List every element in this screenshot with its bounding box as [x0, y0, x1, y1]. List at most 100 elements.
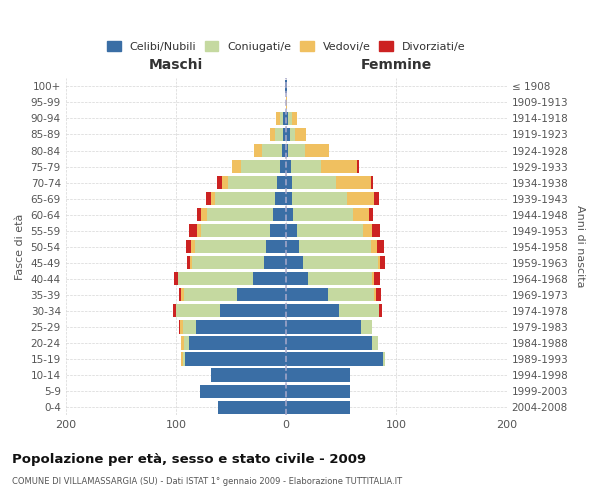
Bar — [194, 240, 266, 254]
Bar — [286, 304, 339, 318]
Bar — [217, 176, 222, 189]
Bar — [383, 352, 385, 366]
Bar — [328, 288, 374, 302]
Bar — [218, 400, 286, 413]
Bar — [276, 112, 280, 125]
Y-axis label: Anni di nascita: Anni di nascita — [575, 206, 585, 288]
Bar — [308, 272, 372, 285]
Bar — [305, 144, 329, 157]
Bar — [222, 176, 228, 189]
Bar — [269, 128, 275, 141]
Bar — [283, 128, 286, 141]
Bar — [353, 208, 369, 221]
Bar — [197, 224, 201, 237]
Bar — [232, 160, 241, 173]
Text: Femmine: Femmine — [361, 58, 432, 72]
Bar — [181, 320, 182, 334]
Bar — [254, 144, 262, 157]
Bar — [374, 288, 376, 302]
Bar — [286, 320, 361, 334]
Bar — [211, 368, 286, 382]
Bar — [184, 288, 236, 302]
Bar — [289, 112, 292, 125]
Bar — [347, 192, 374, 205]
Bar — [181, 336, 184, 349]
Bar — [361, 320, 372, 334]
Bar — [211, 192, 215, 205]
Bar — [201, 224, 269, 237]
Bar — [371, 176, 373, 189]
Bar — [286, 144, 289, 157]
Bar — [379, 304, 382, 318]
Bar — [282, 144, 286, 157]
Y-axis label: Fasce di età: Fasce di età — [15, 214, 25, 280]
Bar — [179, 320, 181, 334]
Bar — [286, 336, 372, 349]
Bar — [286, 176, 292, 189]
Bar — [187, 256, 190, 270]
Bar — [236, 288, 286, 302]
Bar — [292, 112, 297, 125]
Bar — [184, 336, 189, 349]
Bar — [364, 224, 372, 237]
Bar — [377, 240, 385, 254]
Bar — [207, 208, 273, 221]
Bar — [185, 352, 286, 366]
Bar — [371, 240, 377, 254]
Bar — [182, 320, 196, 334]
Bar — [241, 160, 280, 173]
Bar — [286, 352, 383, 366]
Bar — [280, 160, 286, 173]
Bar — [292, 176, 336, 189]
Bar — [264, 256, 286, 270]
Bar — [201, 208, 207, 221]
Bar — [285, 80, 286, 93]
Bar — [303, 256, 378, 270]
Bar — [283, 112, 286, 125]
Text: Maschi: Maschi — [149, 58, 203, 72]
Bar — [339, 304, 379, 318]
Bar — [200, 384, 286, 398]
Bar — [286, 128, 290, 141]
Bar — [289, 144, 305, 157]
Bar — [286, 112, 289, 125]
Bar — [262, 144, 282, 157]
Bar — [220, 304, 286, 318]
Bar — [286, 96, 287, 109]
Bar — [374, 192, 379, 205]
Bar — [286, 224, 297, 237]
Bar — [357, 160, 359, 173]
Bar — [380, 256, 385, 270]
Bar — [178, 272, 253, 285]
Bar — [286, 80, 287, 93]
Bar — [215, 192, 275, 205]
Bar — [190, 256, 193, 270]
Bar — [322, 160, 357, 173]
Text: Popolazione per età, sesso e stato civile - 2009: Popolazione per età, sesso e stato civil… — [12, 452, 366, 466]
Bar — [182, 352, 185, 366]
Bar — [253, 272, 286, 285]
Bar — [275, 192, 286, 205]
Bar — [286, 288, 328, 302]
Bar — [378, 256, 380, 270]
Bar — [191, 240, 194, 254]
Bar — [275, 128, 283, 141]
Bar — [266, 240, 286, 254]
Bar — [189, 224, 197, 237]
Bar — [372, 272, 374, 285]
Bar — [181, 352, 182, 366]
Bar — [173, 304, 176, 318]
Bar — [273, 208, 286, 221]
Bar — [372, 224, 380, 237]
Bar — [293, 208, 353, 221]
Bar — [176, 304, 220, 318]
Bar — [286, 368, 350, 382]
Bar — [286, 256, 303, 270]
Bar — [189, 336, 286, 349]
Bar — [286, 192, 292, 205]
Bar — [277, 176, 286, 189]
Bar — [290, 160, 322, 173]
Bar — [206, 192, 211, 205]
Text: COMUNE DI VILLAMASSARGIA (SU) - Dati ISTAT 1° gennaio 2009 - Elaborazione TUTTIT: COMUNE DI VILLAMASSARGIA (SU) - Dati IST… — [12, 478, 402, 486]
Bar — [286, 240, 299, 254]
